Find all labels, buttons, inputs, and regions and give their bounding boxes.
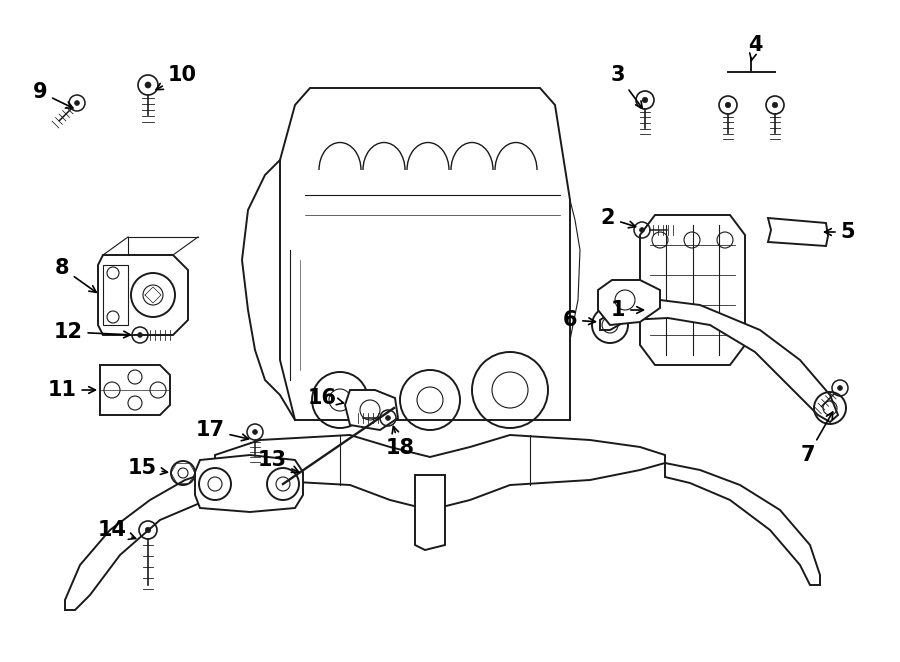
Polygon shape [215, 435, 665, 510]
Circle shape [75, 101, 79, 105]
Text: 1: 1 [611, 300, 644, 320]
Polygon shape [640, 215, 745, 365]
Polygon shape [98, 255, 188, 335]
Polygon shape [280, 88, 570, 420]
Circle shape [385, 416, 391, 420]
Polygon shape [598, 280, 660, 325]
Text: 14: 14 [97, 520, 136, 540]
Text: 2: 2 [601, 208, 635, 228]
Circle shape [253, 430, 257, 434]
Text: 6: 6 [562, 310, 596, 330]
Text: 5: 5 [824, 222, 855, 242]
Polygon shape [600, 300, 838, 422]
Text: 8: 8 [55, 258, 96, 293]
Text: 4: 4 [748, 35, 762, 61]
Text: 15: 15 [128, 458, 167, 478]
Polygon shape [665, 463, 820, 585]
Text: 12: 12 [53, 322, 130, 342]
Text: 11: 11 [48, 380, 95, 400]
Polygon shape [100, 365, 170, 415]
Text: 16: 16 [308, 388, 344, 408]
Circle shape [145, 528, 150, 533]
Polygon shape [195, 455, 303, 512]
Text: 18: 18 [385, 426, 415, 458]
Circle shape [772, 103, 778, 108]
Circle shape [838, 385, 842, 391]
Circle shape [640, 228, 644, 232]
Text: 10: 10 [156, 65, 196, 90]
Polygon shape [415, 475, 445, 550]
Text: 9: 9 [32, 82, 73, 108]
Text: 3: 3 [611, 65, 643, 109]
Circle shape [145, 82, 151, 88]
Text: 17: 17 [195, 420, 248, 441]
Circle shape [643, 97, 648, 103]
Polygon shape [345, 390, 398, 430]
Polygon shape [768, 218, 828, 246]
Circle shape [725, 103, 731, 108]
Circle shape [138, 332, 142, 338]
Polygon shape [65, 470, 215, 610]
Text: 7: 7 [801, 412, 832, 465]
Text: 13: 13 [257, 450, 299, 473]
